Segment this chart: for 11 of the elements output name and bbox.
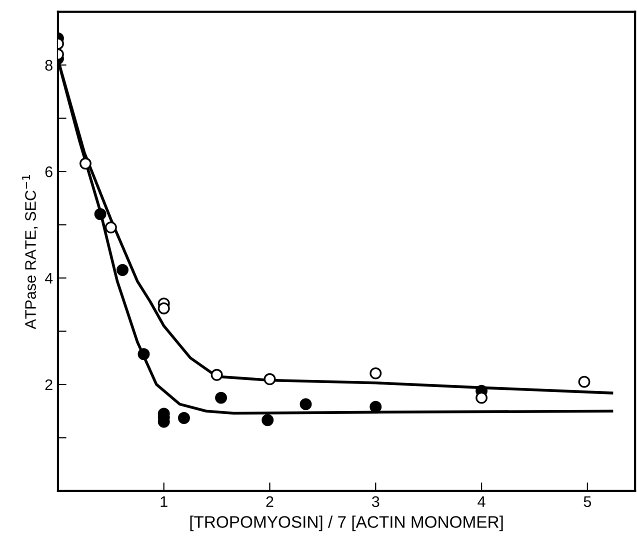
y-tick-label: 4 bbox=[44, 273, 53, 284]
y-tick-label: 6 bbox=[45, 166, 52, 178]
y-axis-title: ATPase RATE, SEC$^{−1}$ bbox=[22, 175, 38, 330]
x-tick-label: 3 bbox=[372, 496, 380, 508]
x-tick-label: 5 bbox=[584, 496, 592, 508]
y-tick-label: 2 bbox=[45, 379, 52, 390]
x-tick-label: 1 bbox=[160, 496, 168, 507]
x-axis-title: [TROPOMYOSIN] / 7 [ACTIN MONOMER] bbox=[190, 516, 503, 532]
x-tick-label: 4 bbox=[478, 496, 486, 507]
y-tick-label: 8 bbox=[45, 60, 52, 71]
x-tick-label: 2 bbox=[266, 496, 274, 507]
